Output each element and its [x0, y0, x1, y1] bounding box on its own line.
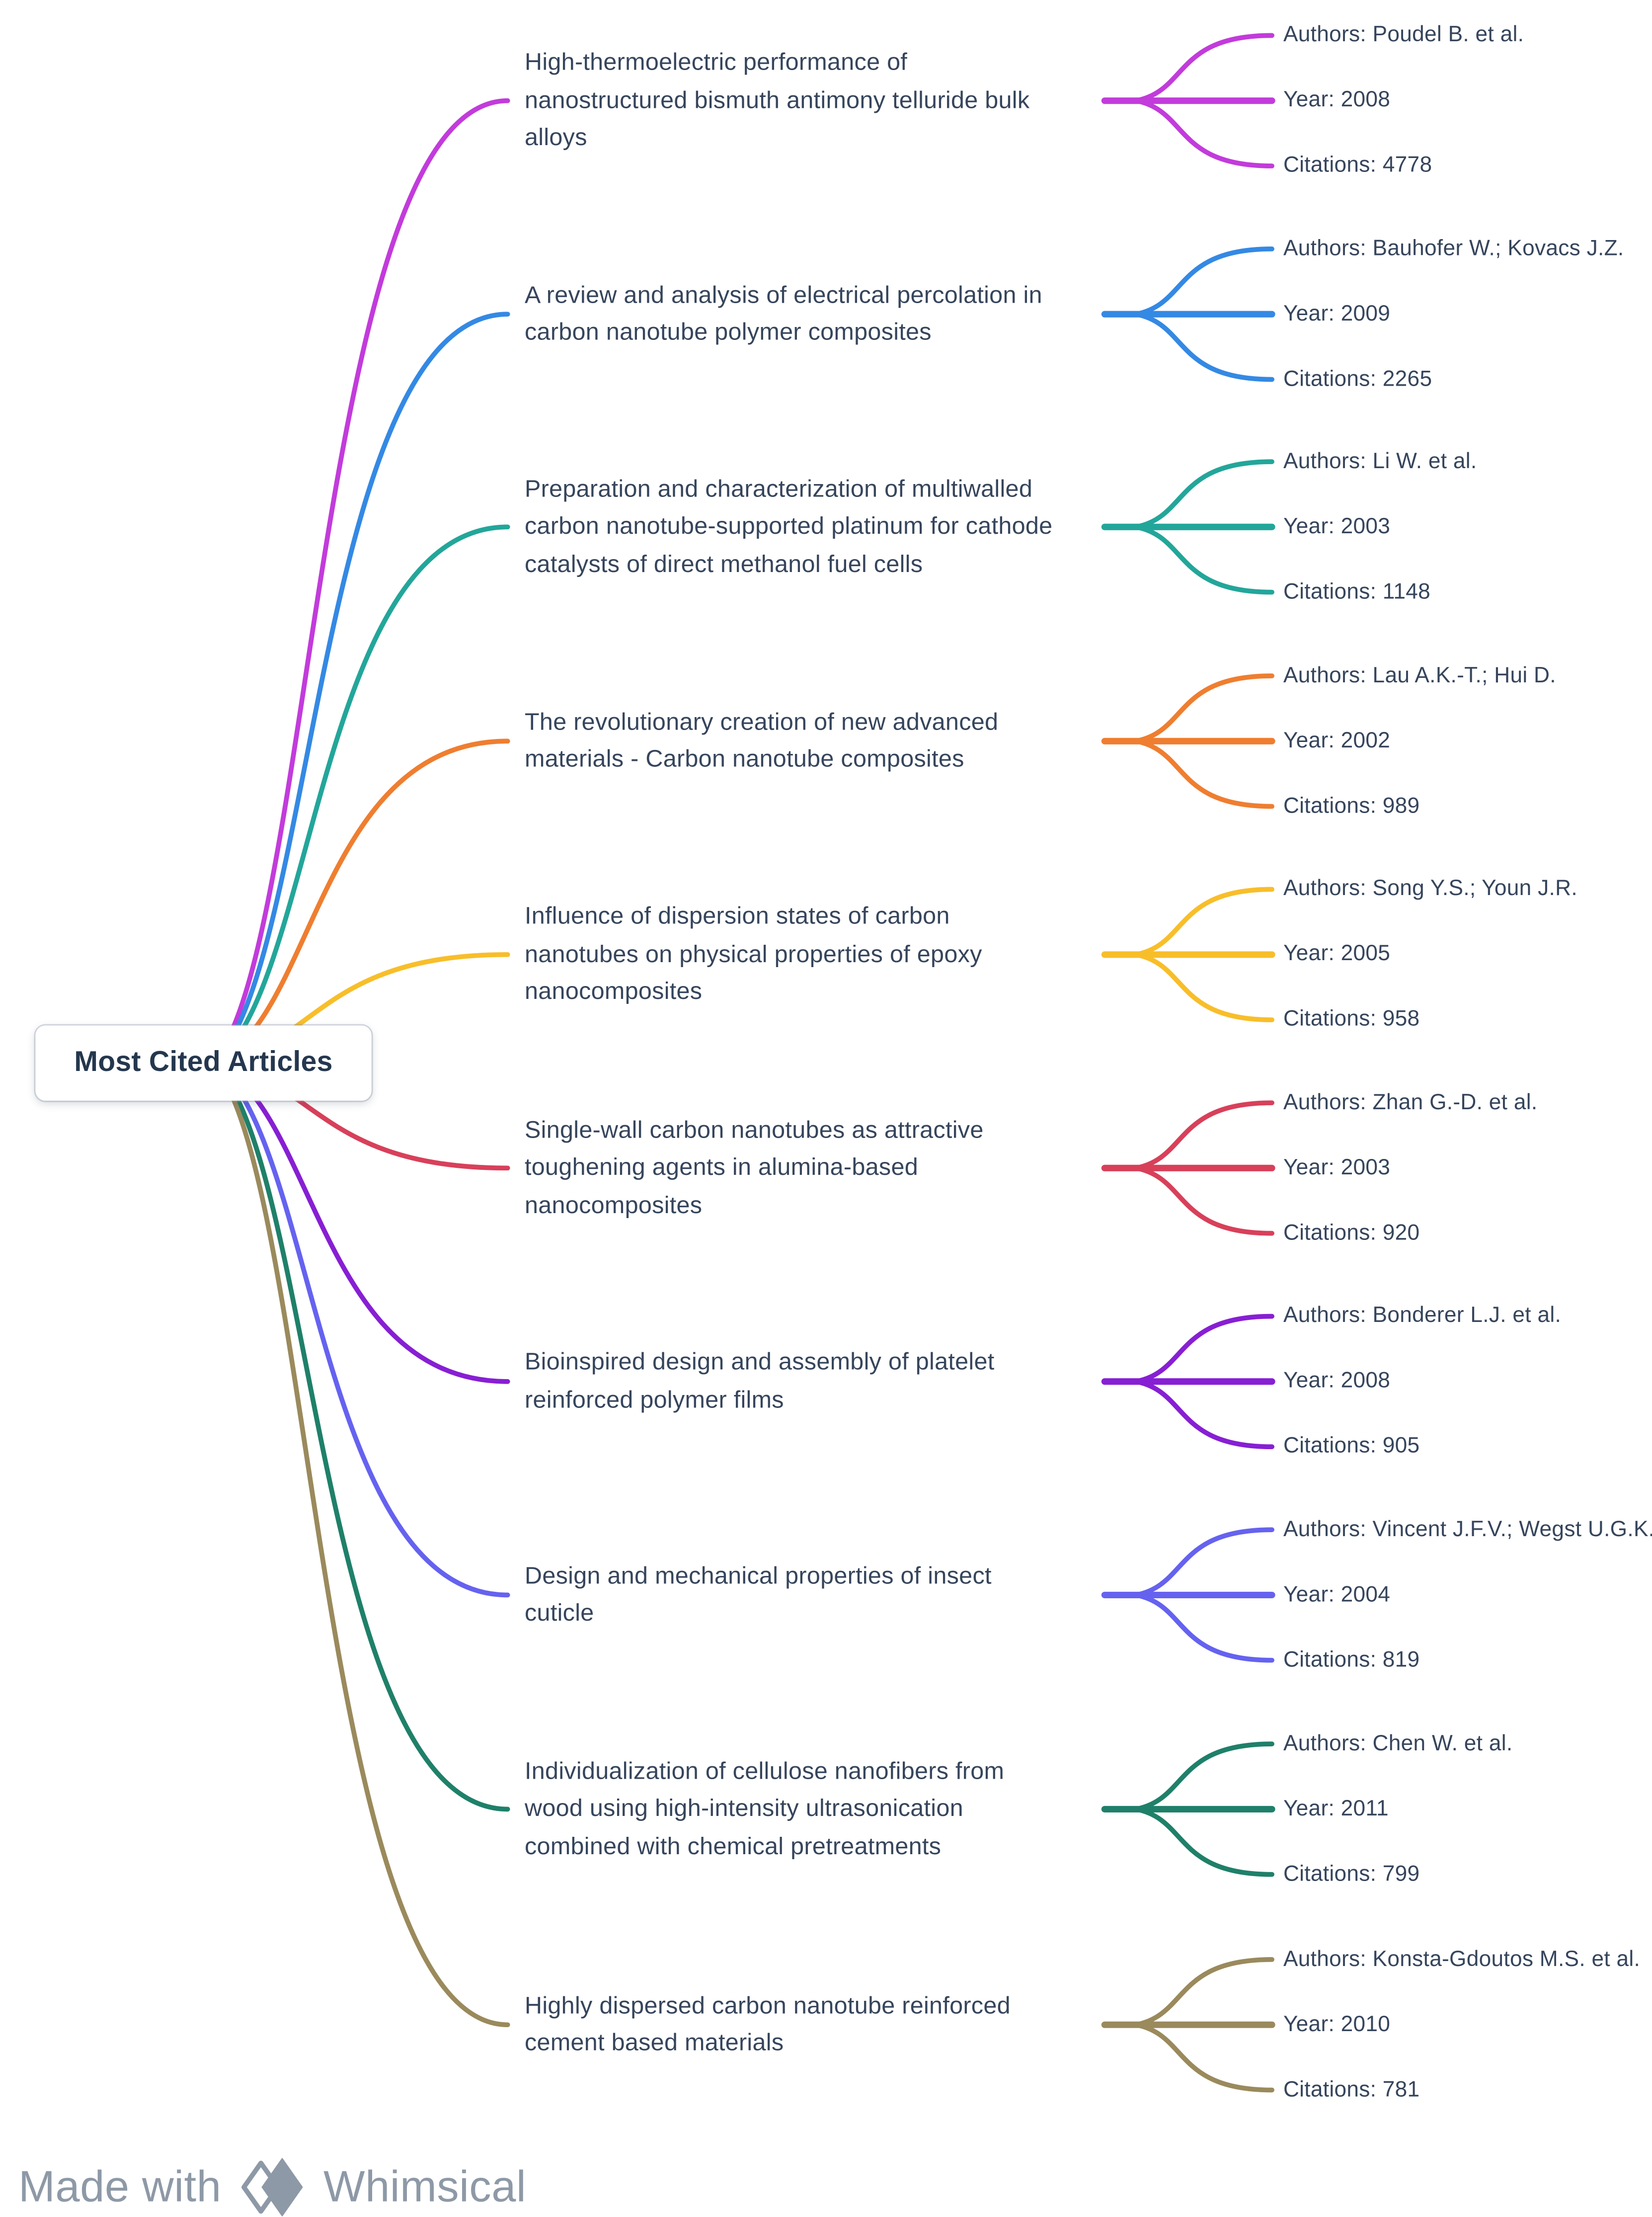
authors-connector	[1133, 1527, 1274, 1598]
leaf-authors[interactable]: Authors: Vincent J.F.V.; Wegst U.G.K.	[1283, 1517, 1652, 1541]
article-title-node[interactable]: A review and analysis of electrical perc…	[525, 281, 1042, 345]
branch-connector	[210, 1061, 510, 1812]
leaf-citations[interactable]: Citations: 1148	[1283, 579, 1431, 604]
leaf-citations[interactable]: Citations: 819	[1283, 1647, 1420, 1672]
made-with-text: Made with	[18, 2161, 222, 2212]
leaf-year[interactable]: Year: 2009	[1283, 301, 1391, 326]
branch-connector	[210, 312, 510, 1066]
authors-connector	[1133, 1957, 1274, 2028]
authors-connector	[1133, 246, 1274, 317]
leaf-year[interactable]: Year: 2011	[1283, 1796, 1389, 1821]
authors-connector	[1133, 673, 1274, 744]
leaf-authors[interactable]: Authors: Bauhofer W.; Kovacs J.Z.	[1283, 236, 1624, 260]
leaf-citations[interactable]: Citations: 920	[1283, 1220, 1420, 1245]
citations-connector	[1133, 952, 1274, 1022]
citations-connector	[1133, 524, 1274, 595]
authors-connector	[1133, 459, 1274, 530]
article-title-node[interactable]: Bioinspired design and assembly of plate…	[525, 1348, 995, 1413]
branch-connector	[210, 1061, 510, 1598]
leaf-authors[interactable]: Authors: Bonderer L.J. et al.	[1283, 1303, 1562, 1328]
leaf-year[interactable]: Year: 2008	[1283, 1369, 1391, 1393]
authors-connector	[1133, 887, 1274, 957]
leaf-authors[interactable]: Authors: Konsta-Gdoutos M.S. et al.	[1283, 1947, 1641, 1971]
branch-connector	[210, 524, 510, 1066]
authors-connector	[1133, 1100, 1274, 1171]
root-node-label: Most Cited Articles	[74, 1047, 333, 1078]
leaf-authors[interactable]: Authors: Song Y.S.; Youn J.R.	[1283, 876, 1577, 901]
authors-connector	[1133, 33, 1274, 103]
leaf-year[interactable]: Year: 2002	[1283, 728, 1391, 753]
branch-connector	[210, 739, 510, 1066]
citations-connector	[1133, 312, 1274, 382]
leaf-authors[interactable]: Authors: Chen W. et al.	[1283, 1731, 1513, 1755]
leaf-year[interactable]: Year: 2003	[1283, 514, 1391, 539]
article-title-node[interactable]: Highly dispersed carbon nanotube reinfor…	[525, 1991, 1011, 2056]
citations-connector	[1133, 2022, 1274, 2093]
leaf-citations[interactable]: Citations: 958	[1283, 1007, 1420, 1031]
whimsical-logo-icon	[241, 2158, 303, 2217]
article-title-node[interactable]: Influence of dispersion states of carbon…	[525, 902, 982, 1005]
footer-attribution: Made with Whimsical	[18, 2157, 526, 2217]
leaf-citations[interactable]: Citations: 905	[1283, 1434, 1420, 1458]
article-title-node[interactable]: The revolutionary creation of new advanc…	[525, 708, 999, 773]
leaf-year[interactable]: Year: 2003	[1283, 1155, 1391, 1180]
leaf-year[interactable]: Year: 2010	[1283, 2012, 1391, 2037]
branch-connector	[210, 98, 510, 1066]
authors-connector	[1133, 1314, 1274, 1384]
citations-connector	[1133, 739, 1274, 809]
root-node[interactable]: Most Cited Articles	[35, 1025, 372, 1101]
branch-connector	[210, 1061, 510, 2028]
citations-connector	[1133, 1379, 1274, 1450]
article-title-node[interactable]: High-thermoelectric performance of nanos…	[525, 48, 1030, 151]
leaf-citations[interactable]: Citations: 799	[1283, 1861, 1420, 1886]
leaf-year[interactable]: Year: 2004	[1283, 1582, 1391, 1607]
leaf-citations[interactable]: Citations: 989	[1283, 793, 1420, 818]
article-title-node[interactable]: Single-wall carbon nanotubes as attracti…	[525, 1116, 984, 1218]
citations-connector	[1133, 1165, 1274, 1236]
citations-connector	[1133, 1592, 1274, 1663]
authors-connector	[1133, 1741, 1274, 1812]
article-title-node[interactable]: Preparation and characterization of mult…	[525, 475, 1053, 577]
leaf-authors[interactable]: Authors: Poudel B. et al.	[1283, 22, 1524, 47]
leaf-year[interactable]: Year: 2008	[1283, 87, 1391, 112]
whimsical-brand-link[interactable]: Whimsical	[323, 2161, 527, 2212]
citations-connector	[1133, 98, 1274, 168]
leaf-authors[interactable]: Authors: Lau A.K.-T.; Hui D.	[1283, 663, 1556, 687]
leaf-authors[interactable]: Authors: Li W. et al.	[1283, 449, 1477, 473]
article-title-node[interactable]: Individualization of cellulose nanofiber…	[525, 1757, 1005, 1859]
citations-connector	[1133, 1806, 1274, 1877]
leaf-citations[interactable]: Citations: 4778	[1283, 153, 1432, 177]
article-title-node[interactable]: Design and mechanical properties of inse…	[525, 1561, 992, 1627]
leaf-year[interactable]: Year: 2005	[1283, 942, 1391, 966]
leaf-citations[interactable]: Citations: 781	[1283, 2077, 1420, 2102]
leaf-citations[interactable]: Citations: 2265	[1283, 366, 1432, 391]
leaf-authors[interactable]: Authors: Zhan G.-D. et al.	[1283, 1090, 1538, 1114]
branch-connector	[210, 1061, 510, 1384]
